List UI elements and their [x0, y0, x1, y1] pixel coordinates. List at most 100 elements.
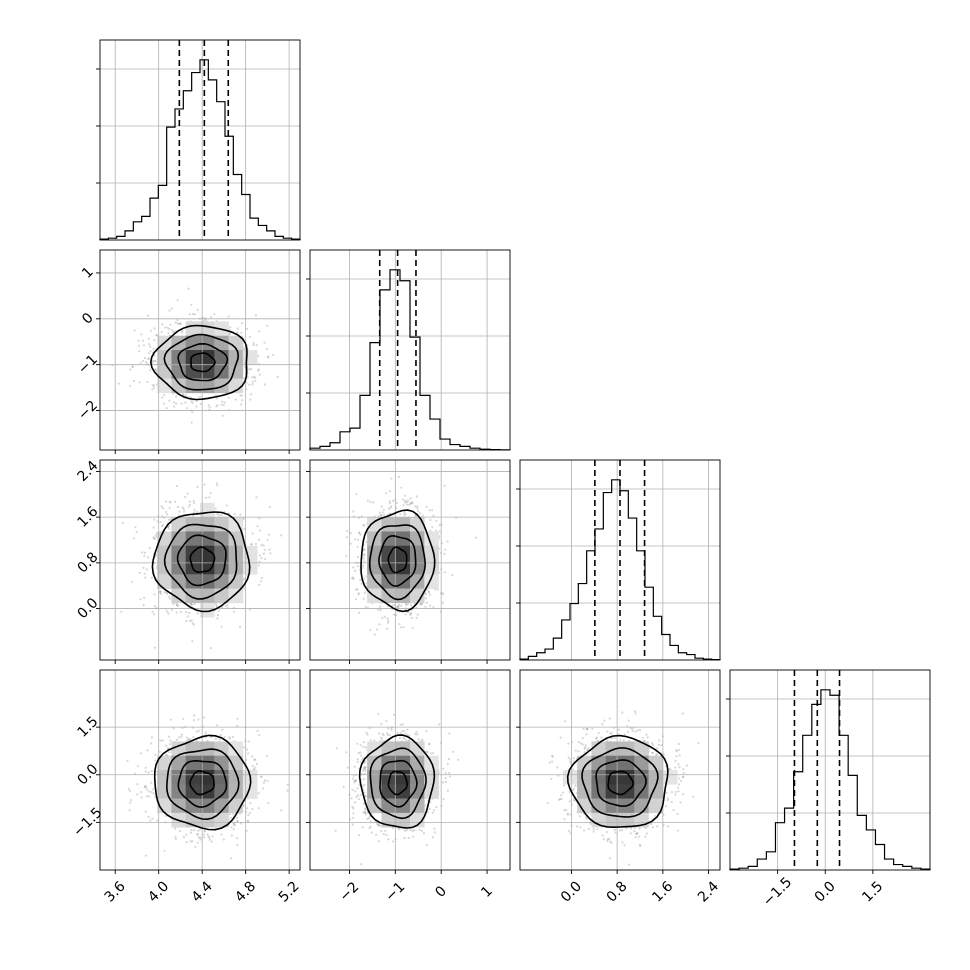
scatter-point: [406, 828, 409, 831]
scatter-point: [211, 835, 214, 838]
contour-line: [176, 534, 227, 587]
scatter-point: [191, 603, 194, 606]
scatter-point: [444, 548, 447, 551]
density-cell: [214, 560, 229, 575]
scatter-point: [365, 582, 368, 585]
scatter-point: [675, 749, 678, 752]
contour-line: [595, 759, 647, 808]
scatter-point: [355, 588, 358, 591]
scatter-point: [404, 829, 407, 833]
scatter-point: [140, 791, 143, 794]
scatter-point: [678, 766, 681, 769]
scatter-point: [362, 597, 365, 600]
scatter-point: [633, 827, 636, 830]
scatter-point: [581, 737, 584, 740]
scatter-point: [165, 407, 168, 410]
scatter-point: [141, 551, 144, 554]
scatter-point: [550, 777, 553, 781]
scatter-point: [442, 798, 445, 801]
scatter-point: [408, 734, 411, 737]
scatter-point: [140, 796, 143, 799]
y-tick-label: −1: [75, 352, 101, 378]
scatter-point: [638, 827, 641, 830]
scatter-point: [399, 626, 403, 629]
scatter-point: [353, 781, 356, 784]
scatter-point: [358, 834, 361, 837]
contour-line: [165, 748, 240, 821]
density-cell: [185, 321, 201, 337]
x-tick-label: 0: [432, 883, 450, 901]
density-cell: [214, 517, 229, 532]
scatter-point: [190, 421, 193, 424]
scatter-point: [363, 577, 366, 580]
scatter-point: [186, 615, 189, 618]
scatter-point: [585, 817, 589, 820]
scatter-point: [156, 819, 159, 822]
scatter-point: [220, 403, 223, 406]
scatter-point: [560, 797, 563, 801]
density-cell: [185, 531, 201, 547]
scatter-point: [345, 554, 348, 558]
scatter-point: [242, 746, 246, 749]
scatter-point: [186, 407, 189, 410]
scatter-point: [179, 323, 182, 326]
scatter-point: [258, 330, 261, 333]
scatter-point: [365, 541, 368, 544]
scatter-point: [366, 733, 369, 736]
scatter-point: [582, 829, 586, 832]
scatter-point: [425, 601, 429, 604]
scatter-point: [407, 836, 410, 840]
scatter-point: [356, 760, 359, 764]
scatter-point: [153, 537, 156, 540]
density-cell: [157, 770, 172, 785]
scatter-point: [276, 375, 279, 379]
scatter-point: [216, 617, 219, 620]
density-cell: [157, 755, 172, 771]
scatter-point: [252, 343, 255, 347]
scatter-point: [164, 510, 168, 514]
scatter-point: [268, 505, 271, 508]
scatter-point: [360, 582, 363, 585]
scatter-point: [405, 603, 408, 607]
scatter-point: [572, 787, 575, 790]
scatter-point: [169, 501, 172, 504]
scatter-point: [403, 729, 406, 732]
contour-line: [163, 333, 240, 391]
scatter-point: [262, 787, 265, 790]
axes-background: [730, 670, 930, 870]
scatter-point: [260, 557, 263, 560]
scatter-point: [160, 592, 163, 596]
scatter-point: [377, 823, 380, 826]
scatter-point: [610, 737, 613, 740]
scatter-point: [364, 766, 367, 769]
scatter-point: [192, 511, 196, 514]
scatter-point: [382, 734, 385, 737]
scatter-point: [150, 770, 153, 773]
scatter-point: [259, 580, 263, 583]
scatter-point: [414, 505, 417, 508]
axes-frame: [309, 249, 511, 451]
scatter-point: [385, 834, 388, 837]
scatter-point: [159, 590, 162, 593]
contour-line: [607, 770, 634, 796]
density-cell: [200, 812, 215, 828]
scatter-point: [572, 757, 575, 760]
scatter-point: [184, 401, 187, 404]
scatter-point: [153, 518, 156, 521]
scatter-point: [175, 395, 178, 398]
density-cell: [185, 588, 201, 604]
scatter-point: [185, 840, 188, 844]
scatter-point: [363, 548, 366, 551]
scatter-point: [180, 735, 183, 738]
scatter-point: [229, 326, 232, 329]
scatter-point: [263, 779, 266, 782]
axes-frame: [309, 669, 511, 871]
contour-line: [379, 759, 418, 808]
scatter-point: [609, 732, 612, 736]
scatter-point: [193, 714, 196, 717]
scatter-point: [219, 734, 222, 737]
scatter-point: [356, 545, 359, 548]
scatter-point: [407, 611, 410, 614]
scatter-point: [666, 799, 669, 802]
scatter-point: [428, 807, 431, 811]
